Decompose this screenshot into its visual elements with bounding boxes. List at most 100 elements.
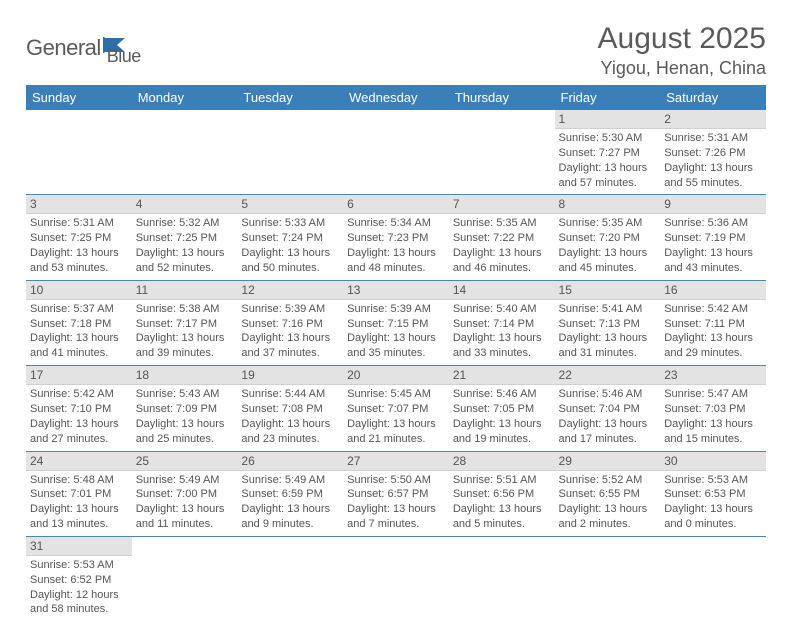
day-number: 18: [132, 366, 238, 385]
day-number: 1: [555, 110, 661, 129]
day-details: Sunrise: 5:39 AMSunset: 7:15 PMDaylight:…: [343, 300, 449, 365]
calendar-day-cell: 27Sunrise: 5:50 AMSunset: 6:57 PMDayligh…: [343, 451, 449, 536]
day-details: Sunrise: 5:49 AMSunset: 7:00 PMDaylight:…: [132, 471, 238, 536]
calendar-empty-cell: [132, 536, 238, 621]
day-details: Sunrise: 5:34 AMSunset: 7:23 PMDaylight:…: [343, 214, 449, 279]
day-details: Sunrise: 5:45 AMSunset: 7:07 PMDaylight:…: [343, 385, 449, 450]
calendar-empty-cell: [26, 110, 132, 195]
calendar-day-cell: 6Sunrise: 5:34 AMSunset: 7:23 PMDaylight…: [343, 195, 449, 280]
calendar-week-row: 1Sunrise: 5:30 AMSunset: 7:27 PMDaylight…: [26, 110, 766, 195]
calendar-day-cell: 7Sunrise: 5:35 AMSunset: 7:22 PMDaylight…: [449, 195, 555, 280]
day-number: 24: [26, 452, 132, 471]
calendar-day-cell: 10Sunrise: 5:37 AMSunset: 7:18 PMDayligh…: [26, 280, 132, 365]
calendar-day-cell: 26Sunrise: 5:49 AMSunset: 6:59 PMDayligh…: [237, 451, 343, 536]
day-number: 20: [343, 366, 449, 385]
weekday-header: Saturday: [660, 85, 766, 110]
day-number: 23: [660, 366, 766, 385]
day-details: Sunrise: 5:31 AMSunset: 7:25 PMDaylight:…: [26, 214, 132, 279]
calendar-empty-cell: [449, 110, 555, 195]
day-details: Sunrise: 5:48 AMSunset: 7:01 PMDaylight:…: [26, 471, 132, 536]
weekday-header: Wednesday: [343, 85, 449, 110]
weekday-header: Friday: [555, 85, 661, 110]
day-details: Sunrise: 5:36 AMSunset: 7:19 PMDaylight:…: [660, 214, 766, 279]
day-details: Sunrise: 5:31 AMSunset: 7:26 PMDaylight:…: [660, 129, 766, 194]
day-number: 4: [132, 195, 238, 214]
day-details: Sunrise: 5:30 AMSunset: 7:27 PMDaylight:…: [555, 129, 661, 194]
calendar-week-row: 10Sunrise: 5:37 AMSunset: 7:18 PMDayligh…: [26, 280, 766, 365]
day-number: 7: [449, 195, 555, 214]
calendar-day-cell: 1Sunrise: 5:30 AMSunset: 7:27 PMDaylight…: [555, 110, 661, 195]
calendar-table: SundayMondayTuesdayWednesdayThursdayFrid…: [26, 85, 766, 621]
calendar-day-cell: 22Sunrise: 5:46 AMSunset: 7:04 PMDayligh…: [555, 366, 661, 451]
day-number: 30: [660, 452, 766, 471]
calendar-day-cell: 5Sunrise: 5:33 AMSunset: 7:24 PMDaylight…: [237, 195, 343, 280]
day-number: 9: [660, 195, 766, 214]
day-details: Sunrise: 5:49 AMSunset: 6:59 PMDaylight:…: [237, 471, 343, 536]
day-number: 26: [237, 452, 343, 471]
day-details: Sunrise: 5:52 AMSunset: 6:55 PMDaylight:…: [555, 471, 661, 536]
day-number: 31: [26, 537, 132, 556]
calendar-day-cell: 4Sunrise: 5:32 AMSunset: 7:25 PMDaylight…: [132, 195, 238, 280]
calendar-day-cell: 31Sunrise: 5:53 AMSunset: 6:52 PMDayligh…: [26, 536, 132, 621]
weekday-header: Monday: [132, 85, 238, 110]
calendar-day-cell: 2Sunrise: 5:31 AMSunset: 7:26 PMDaylight…: [660, 110, 766, 195]
day-number: 25: [132, 452, 238, 471]
calendar-day-cell: 14Sunrise: 5:40 AMSunset: 7:14 PMDayligh…: [449, 280, 555, 365]
day-number: 27: [343, 452, 449, 471]
day-number: 5: [237, 195, 343, 214]
brand-name-1: General: [26, 35, 101, 61]
day-number: 29: [555, 452, 661, 471]
title-block: August 2025 Yigou, Henan, China: [598, 22, 766, 79]
calendar-week-row: 3Sunrise: 5:31 AMSunset: 7:25 PMDaylight…: [26, 195, 766, 280]
day-details: Sunrise: 5:42 AMSunset: 7:11 PMDaylight:…: [660, 300, 766, 365]
day-number: 28: [449, 452, 555, 471]
calendar-day-cell: 3Sunrise: 5:31 AMSunset: 7:25 PMDaylight…: [26, 195, 132, 280]
calendar-day-cell: 17Sunrise: 5:42 AMSunset: 7:10 PMDayligh…: [26, 366, 132, 451]
calendar-empty-cell: [343, 536, 449, 621]
brand-name-2: Blue: [107, 46, 141, 67]
day-number: 3: [26, 195, 132, 214]
day-details: Sunrise: 5:46 AMSunset: 7:04 PMDaylight:…: [555, 385, 661, 450]
page-title: August 2025: [598, 22, 766, 56]
day-number: 14: [449, 281, 555, 300]
calendar-day-cell: 29Sunrise: 5:52 AMSunset: 6:55 PMDayligh…: [555, 451, 661, 536]
calendar-day-cell: 20Sunrise: 5:45 AMSunset: 7:07 PMDayligh…: [343, 366, 449, 451]
day-details: Sunrise: 5:39 AMSunset: 7:16 PMDaylight:…: [237, 300, 343, 365]
header: General Blue August 2025 Yigou, Henan, C…: [26, 22, 766, 79]
weekday-header: Tuesday: [237, 85, 343, 110]
calendar-empty-cell: [555, 536, 661, 621]
weekday-header: Thursday: [449, 85, 555, 110]
day-details: Sunrise: 5:44 AMSunset: 7:08 PMDaylight:…: [237, 385, 343, 450]
day-number: 15: [555, 281, 661, 300]
calendar-day-cell: 21Sunrise: 5:46 AMSunset: 7:05 PMDayligh…: [449, 366, 555, 451]
day-details: Sunrise: 5:41 AMSunset: 7:13 PMDaylight:…: [555, 300, 661, 365]
day-number: 12: [237, 281, 343, 300]
day-number: 6: [343, 195, 449, 214]
brand-logo: General Blue: [26, 28, 141, 67]
day-details: Sunrise: 5:37 AMSunset: 7:18 PMDaylight:…: [26, 300, 132, 365]
calendar-day-cell: 8Sunrise: 5:35 AMSunset: 7:20 PMDaylight…: [555, 195, 661, 280]
day-number: 13: [343, 281, 449, 300]
day-number: 17: [26, 366, 132, 385]
day-details: Sunrise: 5:42 AMSunset: 7:10 PMDaylight:…: [26, 385, 132, 450]
day-details: Sunrise: 5:35 AMSunset: 7:22 PMDaylight:…: [449, 214, 555, 279]
calendar-empty-cell: [132, 110, 238, 195]
calendar-empty-cell: [237, 110, 343, 195]
calendar-empty-cell: [343, 110, 449, 195]
calendar-day-cell: 30Sunrise: 5:53 AMSunset: 6:53 PMDayligh…: [660, 451, 766, 536]
calendar-empty-cell: [449, 536, 555, 621]
day-details: Sunrise: 5:38 AMSunset: 7:17 PMDaylight:…: [132, 300, 238, 365]
calendar-day-cell: 18Sunrise: 5:43 AMSunset: 7:09 PMDayligh…: [132, 366, 238, 451]
location: Yigou, Henan, China: [598, 58, 766, 79]
day-details: Sunrise: 5:32 AMSunset: 7:25 PMDaylight:…: [132, 214, 238, 279]
calendar-day-cell: 23Sunrise: 5:47 AMSunset: 7:03 PMDayligh…: [660, 366, 766, 451]
calendar-week-row: 17Sunrise: 5:42 AMSunset: 7:10 PMDayligh…: [26, 366, 766, 451]
calendar-day-cell: 9Sunrise: 5:36 AMSunset: 7:19 PMDaylight…: [660, 195, 766, 280]
day-number: 19: [237, 366, 343, 385]
calendar-day-cell: 28Sunrise: 5:51 AMSunset: 6:56 PMDayligh…: [449, 451, 555, 536]
calendar-day-cell: 25Sunrise: 5:49 AMSunset: 7:00 PMDayligh…: [132, 451, 238, 536]
calendar-day-cell: 15Sunrise: 5:41 AMSunset: 7:13 PMDayligh…: [555, 280, 661, 365]
day-details: Sunrise: 5:43 AMSunset: 7:09 PMDaylight:…: [132, 385, 238, 450]
day-number: 21: [449, 366, 555, 385]
day-number: 22: [555, 366, 661, 385]
